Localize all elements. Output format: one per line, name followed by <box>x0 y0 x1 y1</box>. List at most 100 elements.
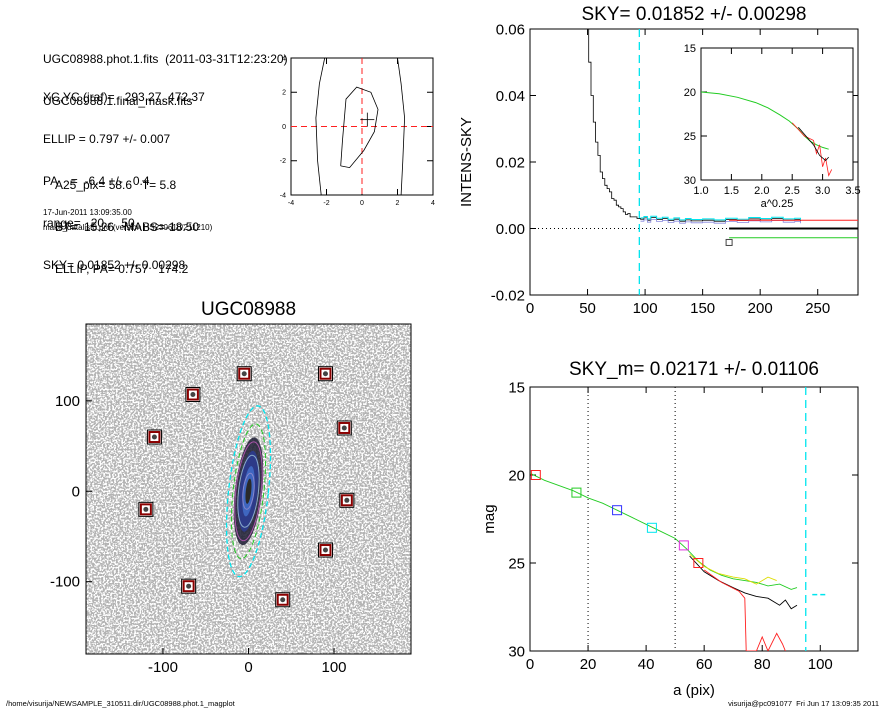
mask-square <box>276 593 289 606</box>
mag-series-line <box>689 555 798 610</box>
header-files: UGC08988.phot.1.fits (2011-03-31T12:23:2… <box>43 24 288 122</box>
sky-ytick-label: 0.00 <box>496 221 525 238</box>
galaxy-image-panel: UGC08988 -100 0 100 100 0 -100 <box>50 299 412 676</box>
mag-ytick-label: 20 <box>508 467 525 484</box>
image-xtick-label: 100 <box>322 659 347 676</box>
sky-profile-line <box>586 29 801 222</box>
sky-profile-blue <box>640 219 801 224</box>
header-fit-params: XC,YC (iraf)= 293.27, 472.37 ELLIP = 0.7… <box>43 62 205 286</box>
sky-title: SKY= 0.01852 +/- 0.00298 <box>581 4 806 25</box>
header-range: range= 20.- 50. <box>43 216 139 230</box>
mask-star <box>344 497 350 503</box>
sky-level-marker <box>725 238 733 246</box>
contour-xtick-label: 2 <box>396 200 400 207</box>
mag-marker <box>530 470 541 480</box>
header-mask-line: UGC08988.1.final_mask.fits <box>43 94 193 108</box>
mask-star <box>241 371 247 377</box>
sky-xtick-label: 250 <box>805 300 830 317</box>
contour-line <box>397 57 406 196</box>
header-date: 17-Jun-2011 13:09:35.00 <box>43 208 132 217</box>
mag-xtick-label: 20 <box>580 656 597 673</box>
sky-xtick-label: 50 <box>579 300 596 317</box>
footer-user: visurija@pc091077 Fri Jun 17 13:09:35 20… <box>728 699 879 708</box>
contour-ytick-label: 4 <box>282 55 286 62</box>
mag-frame <box>529 386 859 652</box>
inset-xtick-label: 3.0 <box>815 185 830 197</box>
mask-star <box>322 371 328 377</box>
mask-square <box>319 367 332 380</box>
contour-ytick-label: -4 <box>280 192 286 199</box>
mag-xtick-label: 40 <box>638 656 655 673</box>
isophote-ellipse <box>234 441 263 542</box>
inset-black-line <box>797 126 829 162</box>
contour-ytick-label: 0 <box>282 124 286 131</box>
mag-xtick-label: 0 <box>526 656 534 673</box>
mag-xtick-label: 60 <box>696 656 713 673</box>
header-file-line: UGC08988.phot.1.fits (2011-03-31T12:23:2… <box>43 52 288 66</box>
contour-xtick-label: 0 <box>360 200 364 207</box>
mask-star <box>341 425 347 431</box>
header-ellip: ELLIP = 0.797 +/- 0.007 <box>43 132 171 146</box>
contour-ytick-label: 2 <box>282 90 286 97</box>
mask-star <box>151 434 157 440</box>
sky-ytick-label: 0.02 <box>496 154 525 171</box>
inset-ytick-label: 15 <box>684 43 696 55</box>
mask-star <box>143 506 149 512</box>
mag-plot-area <box>530 387 829 651</box>
mask-square <box>148 431 161 444</box>
mask-square <box>186 388 199 401</box>
mag-ylabel: mag <box>481 504 498 533</box>
header-program: make_datalist0.pro (version HS230610/211… <box>43 223 213 232</box>
sky-ylabel: INTENS-SKY <box>458 117 475 207</box>
mag-marker <box>612 505 623 516</box>
sky-xtick-label: 150 <box>690 300 715 317</box>
inset-background <box>701 48 853 180</box>
contour-xtick-label: -2 <box>323 200 329 207</box>
contour-line <box>340 86 379 169</box>
mag-marker <box>678 540 689 551</box>
mask-star <box>280 597 286 603</box>
mag-title: SKY_m= 0.02171 +/- 0.01106 <box>569 359 819 380</box>
sky-ytick-label: 0.04 <box>496 88 525 105</box>
sky-profile-cyan <box>640 215 801 221</box>
sky-profile-panel: SKY= 0.01852 +/- 0.00298 INTENS-SKY 0 50 100… <box>458 4 861 317</box>
sky-xtick-label: 200 <box>748 300 773 317</box>
isophote-ellipse <box>230 423 267 560</box>
mask-square <box>238 367 251 380</box>
image-ytick-label: 0 <box>72 483 80 500</box>
contour-xtick-label: -4 <box>288 200 294 207</box>
mag-marker <box>571 487 582 498</box>
mag-ytick-label: 25 <box>508 555 525 572</box>
header-pa: PA = -6.4 +/- 0.4 <box>43 174 150 188</box>
mag-ytick-label: 30 <box>508 643 525 660</box>
header-a25: A25_pix= 58.6 T= 5.8 <box>55 178 177 192</box>
mask-square <box>182 580 195 593</box>
inset-frame <box>700 47 854 181</box>
isophote-ellipse <box>237 454 260 528</box>
image-ytick-label: -100 <box>50 574 80 591</box>
inset-xtick-label: 2.0 <box>754 185 769 197</box>
inset-xlabel: a^0.25 <box>761 198 794 210</box>
mag-ytick-label: 15 <box>508 379 525 396</box>
image-xtick-label: 0 <box>244 659 252 676</box>
mag-xtick-label: 100 <box>808 656 833 673</box>
header-bt: BT= 15.26 MABS=-18.50 <box>55 220 200 234</box>
center-contour-panel: -4 -2 0 2 4 -4 -2 0 2 4 <box>280 55 435 207</box>
mag-series-line <box>689 553 777 585</box>
sky-xtick-label: 100 <box>633 300 658 317</box>
isophote-ellipse <box>225 405 272 578</box>
sky-plot-area <box>530 29 858 295</box>
header-center: XC,YC (iraf)= 293.27, 472.37 <box>43 90 205 104</box>
mask-square <box>319 544 332 557</box>
inset-xtick-label: 1.0 <box>693 185 708 197</box>
sky-ytick-label: 0.06 <box>496 21 525 38</box>
header-photometry: A25_pix= 58.6 T= 5.8 BT= 15.26 MABS=-18.… <box>55 150 199 290</box>
mask-square <box>338 421 351 434</box>
inset-xtick-label: 1.5 <box>724 185 739 197</box>
inset-ytick-label: 20 <box>684 87 696 99</box>
image-title: UGC08988 <box>201 299 296 320</box>
mag-series-line <box>530 472 798 590</box>
mag-marker <box>693 558 704 568</box>
inset-plot-area <box>701 91 833 177</box>
